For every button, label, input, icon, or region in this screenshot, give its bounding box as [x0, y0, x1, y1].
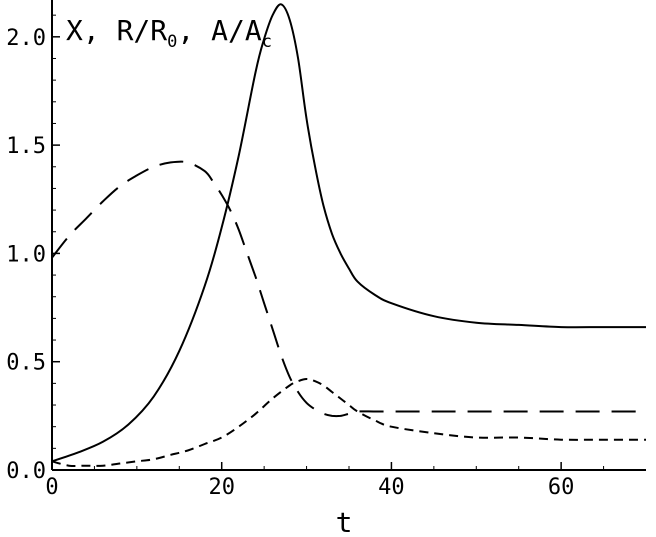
- y-tick-label: 0.0: [6, 459, 46, 484]
- y-tick-label: 1.0: [6, 242, 46, 267]
- ticks: 0.0 0.5 1.0 1.5 2.0 0 20 40 60: [6, 14, 605, 500]
- y-axis-title-part: , A/A: [177, 14, 261, 47]
- series-line-long-dash: [51, 160, 646, 418]
- series-line-solid: [51, 3, 646, 463]
- x-tick-label: 20: [208, 475, 235, 500]
- y-axis-title: X, R/R0, A/Ac: [66, 14, 272, 52]
- y-axis-title-subscript: 0: [167, 32, 177, 52]
- y-axis-title-subscript: c: [262, 32, 272, 52]
- x-tick-label: 60: [548, 475, 575, 500]
- x-tick-label: 0: [45, 475, 58, 500]
- y-axis-title-part: X, R/R: [66, 14, 167, 47]
- x-tick-label: 40: [378, 475, 405, 500]
- y-tick-label: 1.5: [6, 134, 46, 159]
- axes: [51, 0, 646, 471]
- series-group: [51, 3, 646, 468]
- x-axis-title: t: [336, 506, 353, 537]
- y-tick-label: 2.0: [6, 26, 46, 51]
- series-line-short-dash: [51, 377, 646, 468]
- y-tick-label: 0.5: [6, 351, 46, 376]
